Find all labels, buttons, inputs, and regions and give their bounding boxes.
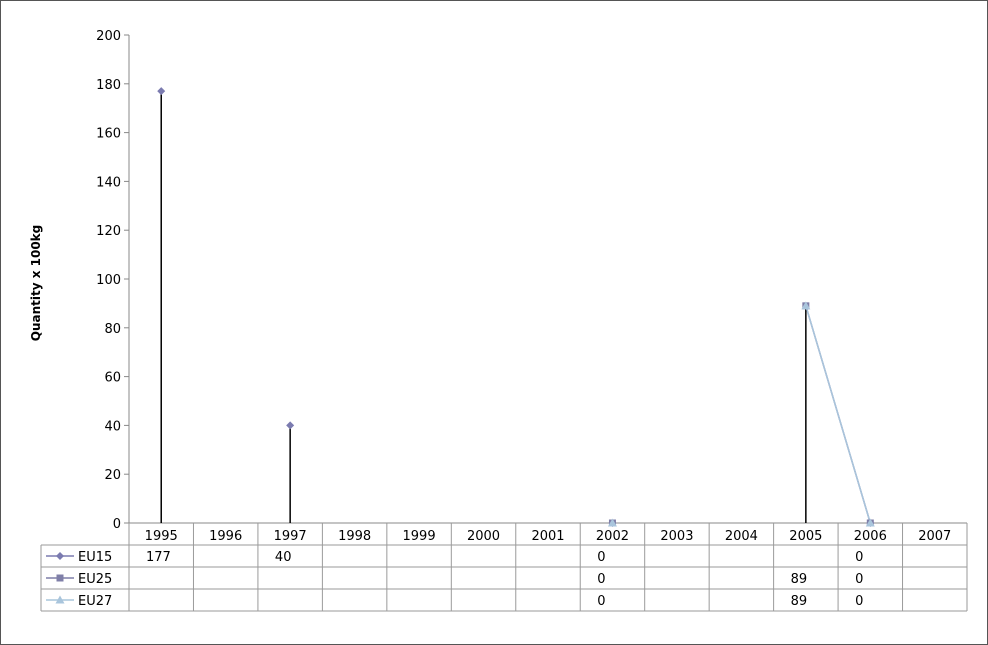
x-tick-label: 1995	[145, 529, 178, 544]
y-tick-label: 20	[104, 468, 121, 483]
table-cell-value: 0	[597, 594, 605, 609]
y-tick-label: 160	[96, 127, 121, 142]
data-point-eu27	[865, 518, 875, 527]
data-point-eu15	[286, 421, 295, 430]
legend-label: EU15	[78, 550, 112, 565]
x-tick-label: 2006	[854, 529, 887, 544]
y-tick-label: 40	[104, 419, 121, 434]
legend-marker	[56, 552, 64, 560]
table-cell-value: 0	[855, 572, 863, 587]
table-cell-value: 0	[597, 550, 605, 565]
legend-label: EU27	[78, 594, 112, 609]
legend-marker	[56, 574, 64, 582]
y-tick-label: 180	[96, 78, 121, 93]
x-tick-label: 2003	[660, 529, 693, 544]
table-cell-value: 0	[855, 550, 863, 565]
x-tick-label: 1997	[274, 529, 307, 544]
series-line-eu27	[805, 305, 872, 524]
data-point-eu27	[607, 518, 617, 527]
legend-key-eu27	[46, 595, 74, 604]
table-cell-value: 89	[791, 594, 808, 609]
table-cell-value: 0	[855, 594, 863, 609]
table-cell-value: 0	[597, 572, 605, 587]
x-tick-label: 1996	[209, 529, 242, 544]
x-tick-label: 1998	[338, 529, 371, 544]
y-tick-label: 0	[113, 517, 121, 532]
table-cell-value: 89	[791, 572, 808, 587]
data-point-eu27	[801, 301, 811, 310]
y-tick-label: 200	[96, 29, 121, 44]
x-tick-label: 2002	[596, 529, 629, 544]
y-axis-label: Quantity x 100kg	[29, 225, 43, 342]
y-tick-label: 100	[96, 273, 121, 288]
x-tick-label: 2005	[789, 529, 822, 544]
x-tick-label: 2004	[725, 529, 758, 544]
x-tick-label: 1999	[403, 529, 436, 544]
y-tick-label: 120	[96, 224, 121, 239]
x-tick-label: 2000	[467, 529, 500, 544]
y-tick-label: 80	[104, 322, 121, 337]
table-cell-value: 40	[275, 550, 292, 565]
y-tick-label: 140	[96, 175, 121, 190]
legend-key-eu15	[46, 552, 74, 560]
table-cell-value: 177	[146, 550, 171, 565]
x-tick-label: 2007	[918, 529, 951, 544]
legend-key-eu25	[46, 574, 74, 582]
legend-marker	[55, 595, 65, 604]
x-tick-label: 2001	[531, 529, 564, 544]
data-point-eu15	[157, 87, 166, 96]
y-tick-label: 60	[104, 371, 121, 386]
legend-label: EU25	[78, 572, 112, 587]
